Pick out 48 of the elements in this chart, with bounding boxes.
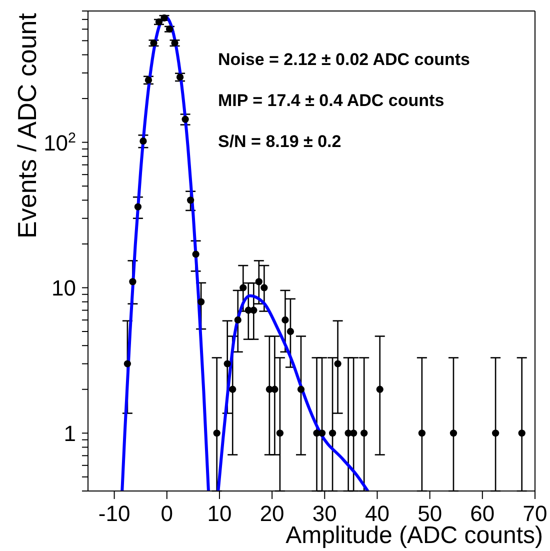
point (328, 430, 336, 437)
y-tick-label: 1 (64, 421, 76, 446)
point (297, 386, 305, 393)
y-tick-label: 10$^{2}$ (44, 130, 76, 156)
point (492, 430, 500, 437)
annotation: MIP = 17.4 ± 0.4 ADC counts (218, 91, 444, 111)
point (134, 203, 142, 210)
point (144, 76, 152, 84)
point (360, 430, 368, 437)
point (255, 278, 262, 286)
x-tick-label: 20 (260, 501, 284, 526)
point (182, 116, 189, 123)
point (150, 39, 158, 47)
point (224, 360, 231, 368)
point (276, 430, 284, 437)
point (197, 298, 205, 306)
annotation: Noise = 2.12 ± 0.02 ADC counts (218, 50, 470, 70)
point (376, 386, 384, 393)
point (260, 284, 268, 292)
point (234, 316, 242, 324)
y-tick-label: 10 (52, 276, 76, 301)
x-tick-label: 10 (207, 501, 232, 526)
point (160, 14, 168, 22)
x-tick-label: -10 (98, 501, 130, 526)
point (124, 360, 132, 368)
point (350, 430, 358, 437)
point (186, 196, 194, 204)
point (318, 430, 326, 437)
point (250, 306, 258, 314)
y-axis-title: Events / ADC count (12, 12, 42, 238)
x-tick-label: 0 (160, 501, 174, 526)
point (334, 360, 342, 368)
point (213, 430, 220, 437)
point (129, 278, 136, 286)
point (418, 430, 426, 437)
point (518, 430, 526, 437)
point (271, 386, 278, 393)
line-series (120, 15, 210, 491)
point (450, 430, 458, 437)
point (171, 39, 178, 47)
point (240, 284, 247, 292)
point (229, 386, 236, 393)
point (282, 316, 289, 324)
annotation: S/N = 8.19 ± 0.2 (218, 132, 342, 152)
point (192, 250, 200, 258)
point (176, 74, 184, 81)
point (286, 328, 294, 336)
point (140, 138, 147, 145)
